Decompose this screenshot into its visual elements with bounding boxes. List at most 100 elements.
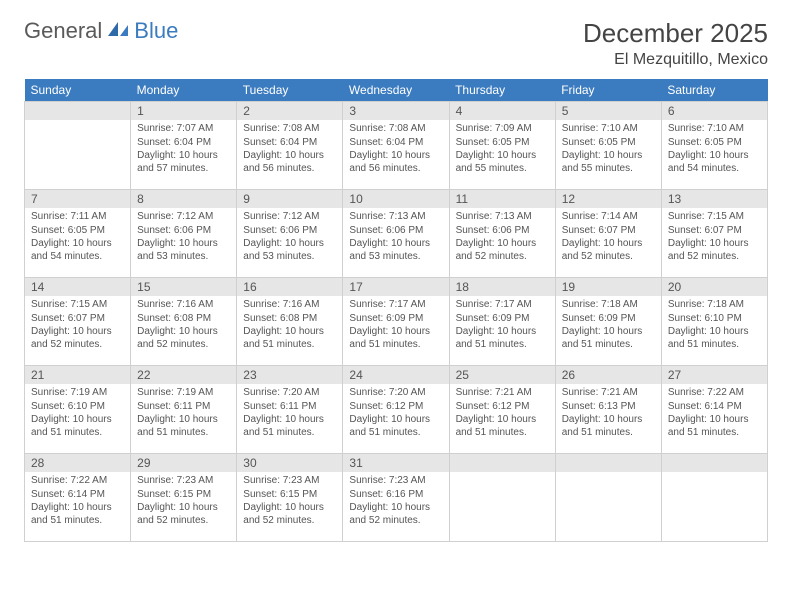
daylight-text: Daylight: 10 hours and 51 minutes. xyxy=(562,326,655,351)
calendar-week-row: 1Sunrise: 7:07 AMSunset: 6:04 PMDaylight… xyxy=(25,102,768,190)
sunrise-text: Sunrise: 7:10 AM xyxy=(562,123,655,136)
sunrise-text: Sunrise: 7:23 AM xyxy=(243,475,336,488)
calendar-day-cell: 27Sunrise: 7:22 AMSunset: 6:14 PMDayligh… xyxy=(661,366,767,454)
sunset-text: Sunset: 6:09 PM xyxy=(562,313,655,326)
day-number-bar xyxy=(556,454,661,472)
day-details: Sunrise: 7:15 AMSunset: 6:07 PMDaylight:… xyxy=(25,296,130,355)
calendar-day-cell: 5Sunrise: 7:10 AMSunset: 6:05 PMDaylight… xyxy=(555,102,661,190)
calendar-week-row: 28Sunrise: 7:22 AMSunset: 6:14 PMDayligh… xyxy=(25,454,768,542)
sunset-text: Sunset: 6:11 PM xyxy=(243,401,336,414)
logo-text-general: General xyxy=(24,18,102,44)
calendar-day-cell: 4Sunrise: 7:09 AMSunset: 6:05 PMDaylight… xyxy=(449,102,555,190)
day-of-week-header: Saturday xyxy=(661,79,767,102)
day-number-bar xyxy=(662,454,767,472)
sunrise-text: Sunrise: 7:12 AM xyxy=(137,211,230,224)
location-label: El Mezquitillo, Mexico xyxy=(583,51,768,69)
sunset-text: Sunset: 6:15 PM xyxy=(243,489,336,502)
daylight-text: Daylight: 10 hours and 52 minutes. xyxy=(243,502,336,527)
sunset-text: Sunset: 6:12 PM xyxy=(349,401,442,414)
day-number-bar xyxy=(25,102,130,120)
logo-text-blue: Blue xyxy=(134,18,178,44)
day-details: Sunrise: 7:23 AMSunset: 6:15 PMDaylight:… xyxy=(131,472,236,531)
sunset-text: Sunset: 6:05 PM xyxy=(31,225,124,238)
calendar-day-cell: 23 Sunrise: 7:20 AMSunset: 6:11 PMDayligh… xyxy=(237,366,343,454)
sunset-text: Sunset: 6:09 PM xyxy=(349,313,442,326)
sunset-text: Sunset: 6:06 PM xyxy=(349,225,442,238)
calendar-week-row: 14Sunrise: 7:15 AMSunset: 6:07 PMDayligh… xyxy=(25,278,768,366)
sunrise-text: Sunrise: 7:09 AM xyxy=(456,123,549,136)
day-number: 21 xyxy=(25,366,130,384)
day-details: Sunrise: 7:20 AMSunset: 6:12 PMDaylight:… xyxy=(343,384,448,443)
calendar-day-cell: 20Sunrise: 7:18 AMSunset: 6:10 PMDayligh… xyxy=(661,278,767,366)
day-number: 27 xyxy=(662,366,767,384)
logo-sail-icon xyxy=(108,20,130,43)
daylight-text: Daylight: 10 hours and 57 minutes. xyxy=(137,150,230,175)
day-details: Sunrise: 7:23 AMSunset: 6:15 PMDaylight:… xyxy=(237,472,342,531)
sunrise-text: Sunrise: 7:17 AM xyxy=(349,299,442,312)
daylight-text: Daylight: 10 hours and 51 minutes. xyxy=(668,414,761,439)
day-details: Sunrise: 7:08 AMSunset: 6:04 PMDaylight:… xyxy=(343,120,448,179)
sunset-text: Sunset: 6:14 PM xyxy=(31,489,124,502)
day-details: Sunrise: 7:19 AMSunset: 6:10 PMDaylight:… xyxy=(25,384,130,443)
daylight-text: Daylight: 10 hours and 54 minutes. xyxy=(31,238,124,263)
calendar-day-cell: 21Sunrise: 7:19 AMSunset: 6:10 PMDayligh… xyxy=(25,366,131,454)
day-details: Sunrise: 7:17 AMSunset: 6:09 PMDaylight:… xyxy=(343,296,448,355)
sunset-text: Sunset: 6:15 PM xyxy=(137,489,230,502)
sunset-text: Sunset: 6:05 PM xyxy=(562,137,655,150)
day-details: Sunrise: 7:22 AMSunset: 6:14 PMDaylight:… xyxy=(662,384,767,443)
daylight-text: Daylight: 10 hours and 52 minutes. xyxy=(349,502,442,527)
sunset-text: Sunset: 6:06 PM xyxy=(456,225,549,238)
day-number: 23 xyxy=(237,366,342,384)
day-number: 4 xyxy=(450,102,555,120)
calendar-day-cell: 24Sunrise: 7:20 AMSunset: 6:12 PMDayligh… xyxy=(343,366,449,454)
sunset-text: Sunset: 6:04 PM xyxy=(137,137,230,150)
calendar-day-cell xyxy=(661,454,767,542)
calendar-day-cell: 8Sunrise: 7:12 AMSunset: 6:06 PMDaylight… xyxy=(131,190,237,278)
sunset-text: Sunset: 6:07 PM xyxy=(562,225,655,238)
sunrise-text: Sunrise: 7:21 AM xyxy=(456,387,549,400)
day-number: 9 xyxy=(237,190,342,208)
daylight-text: Daylight: 10 hours and 51 minutes. xyxy=(137,414,230,439)
daylight-text: Daylight: 10 hours and 51 minutes. xyxy=(243,414,336,439)
sunrise-text: Sunrise: 7:13 AM xyxy=(349,211,442,224)
day-number: 14 xyxy=(25,278,130,296)
calendar-day-cell: 12Sunrise: 7:14 AMSunset: 6:07 PMDayligh… xyxy=(555,190,661,278)
sunset-text: Sunset: 6:14 PM xyxy=(668,401,761,414)
day-details: Sunrise: 7:23 AMSunset: 6:16 PMDaylight:… xyxy=(343,472,448,531)
day-number: 10 xyxy=(343,190,448,208)
day-details: Sunrise: 7:09 AMSunset: 6:05 PMDaylight:… xyxy=(450,120,555,179)
day-number: 24 xyxy=(343,366,448,384)
daylight-text: Daylight: 10 hours and 51 minutes. xyxy=(456,414,549,439)
day-details: Sunrise: 7:12 AMSunset: 6:06 PMDaylight:… xyxy=(131,208,236,267)
calendar-day-cell xyxy=(555,454,661,542)
sunrise-text: Sunrise: 7:23 AM xyxy=(349,475,442,488)
calendar-day-cell: 15Sunrise: 7:16 AMSunset: 6:08 PMDayligh… xyxy=(131,278,237,366)
sunrise-text: Sunrise: 7:20 AM xyxy=(243,387,336,400)
day-number: 19 xyxy=(556,278,661,296)
calendar-day-cell: 13Sunrise: 7:15 AMSunset: 6:07 PMDayligh… xyxy=(661,190,767,278)
daylight-text: Daylight: 10 hours and 51 minutes. xyxy=(243,326,336,351)
day-details: Sunrise: 7:22 AMSunset: 6:14 PMDaylight:… xyxy=(25,472,130,531)
daylight-text: Daylight: 10 hours and 52 minutes. xyxy=(668,238,761,263)
daylight-text: Daylight: 10 hours and 51 minutes. xyxy=(562,414,655,439)
sunset-text: Sunset: 6:06 PM xyxy=(137,225,230,238)
day-details: Sunrise: 7:16 AMSunset: 6:08 PMDaylight:… xyxy=(131,296,236,355)
sunset-text: Sunset: 6:06 PM xyxy=(243,225,336,238)
sunrise-text: Sunrise: 7:08 AM xyxy=(243,123,336,136)
sunrise-text: Sunrise: 7:15 AM xyxy=(31,299,124,312)
daylight-text: Daylight: 10 hours and 56 minutes. xyxy=(243,150,336,175)
sunset-text: Sunset: 6:11 PM xyxy=(137,401,230,414)
sunset-text: Sunset: 6:04 PM xyxy=(349,137,442,150)
day-number: 31 xyxy=(343,454,448,472)
sunset-text: Sunset: 6:07 PM xyxy=(31,313,124,326)
calendar-day-cell: 28Sunrise: 7:22 AMSunset: 6:14 PMDayligh… xyxy=(25,454,131,542)
day-number: 18 xyxy=(450,278,555,296)
calendar-day-cell xyxy=(25,102,131,190)
daylight-text: Daylight: 10 hours and 53 minutes. xyxy=(137,238,230,263)
calendar-day-cell: 19Sunrise: 7:18 AMSunset: 6:09 PMDayligh… xyxy=(555,278,661,366)
sunrise-text: Sunrise: 7:08 AM xyxy=(349,123,442,136)
sunrise-text: Sunrise: 7:15 AM xyxy=(668,211,761,224)
day-number: 22 xyxy=(131,366,236,384)
day-details: Sunrise: 7:12 AMSunset: 6:06 PMDaylight:… xyxy=(237,208,342,267)
sunset-text: Sunset: 6:16 PM xyxy=(349,489,442,502)
